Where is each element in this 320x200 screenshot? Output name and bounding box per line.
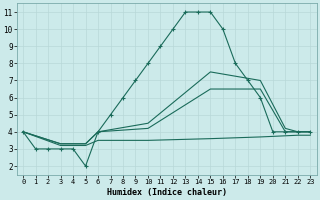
X-axis label: Humidex (Indice chaleur): Humidex (Indice chaleur) (107, 188, 227, 197)
